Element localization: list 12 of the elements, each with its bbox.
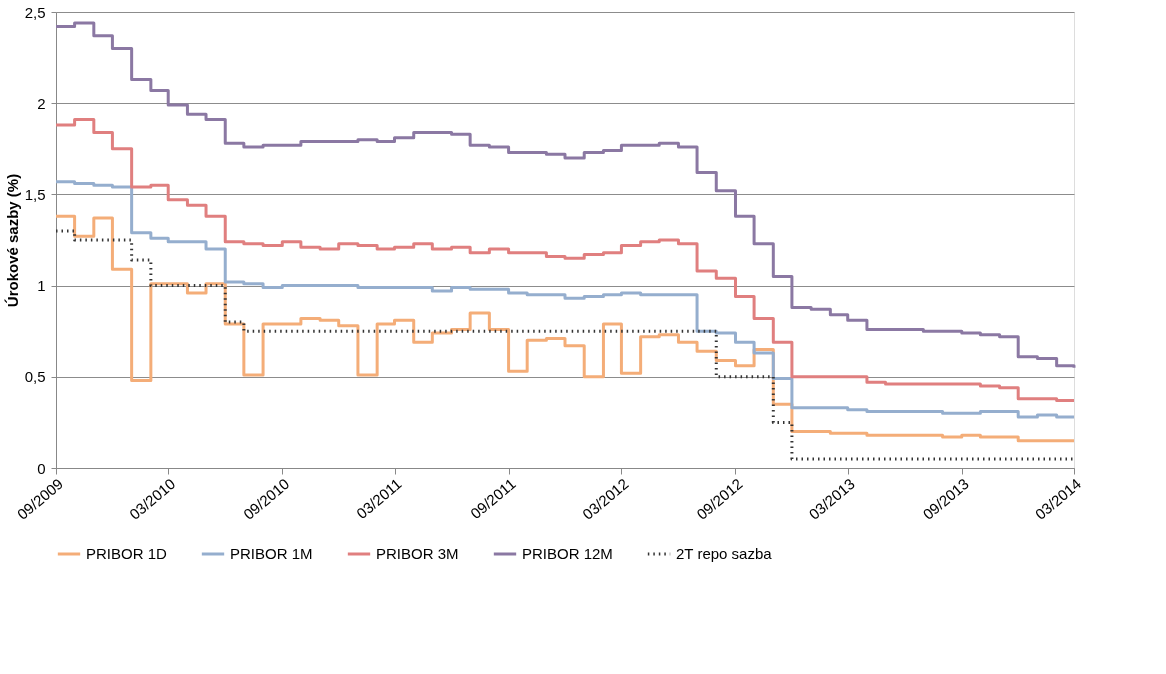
legend-label: PRIBOR 12M [522, 545, 613, 562]
y-tick-label: 2 [37, 94, 46, 112]
y-tick-label: 0 [37, 459, 46, 477]
legend-label: PRIBOR 3M [376, 545, 459, 562]
y-tick-label: 0,5 [24, 368, 46, 386]
legend-label: 2T repo sazba [676, 545, 773, 562]
y-tick-label: 2,5 [24, 3, 46, 21]
y-axis-title: Úrokové sazby (%) [3, 173, 21, 308]
legend-label: PRIBOR 1M [230, 545, 313, 562]
y-tick-label: 1 [37, 277, 46, 295]
y-tick-label: 1,5 [24, 185, 46, 203]
legend-label: PRIBOR 1D [86, 545, 168, 562]
